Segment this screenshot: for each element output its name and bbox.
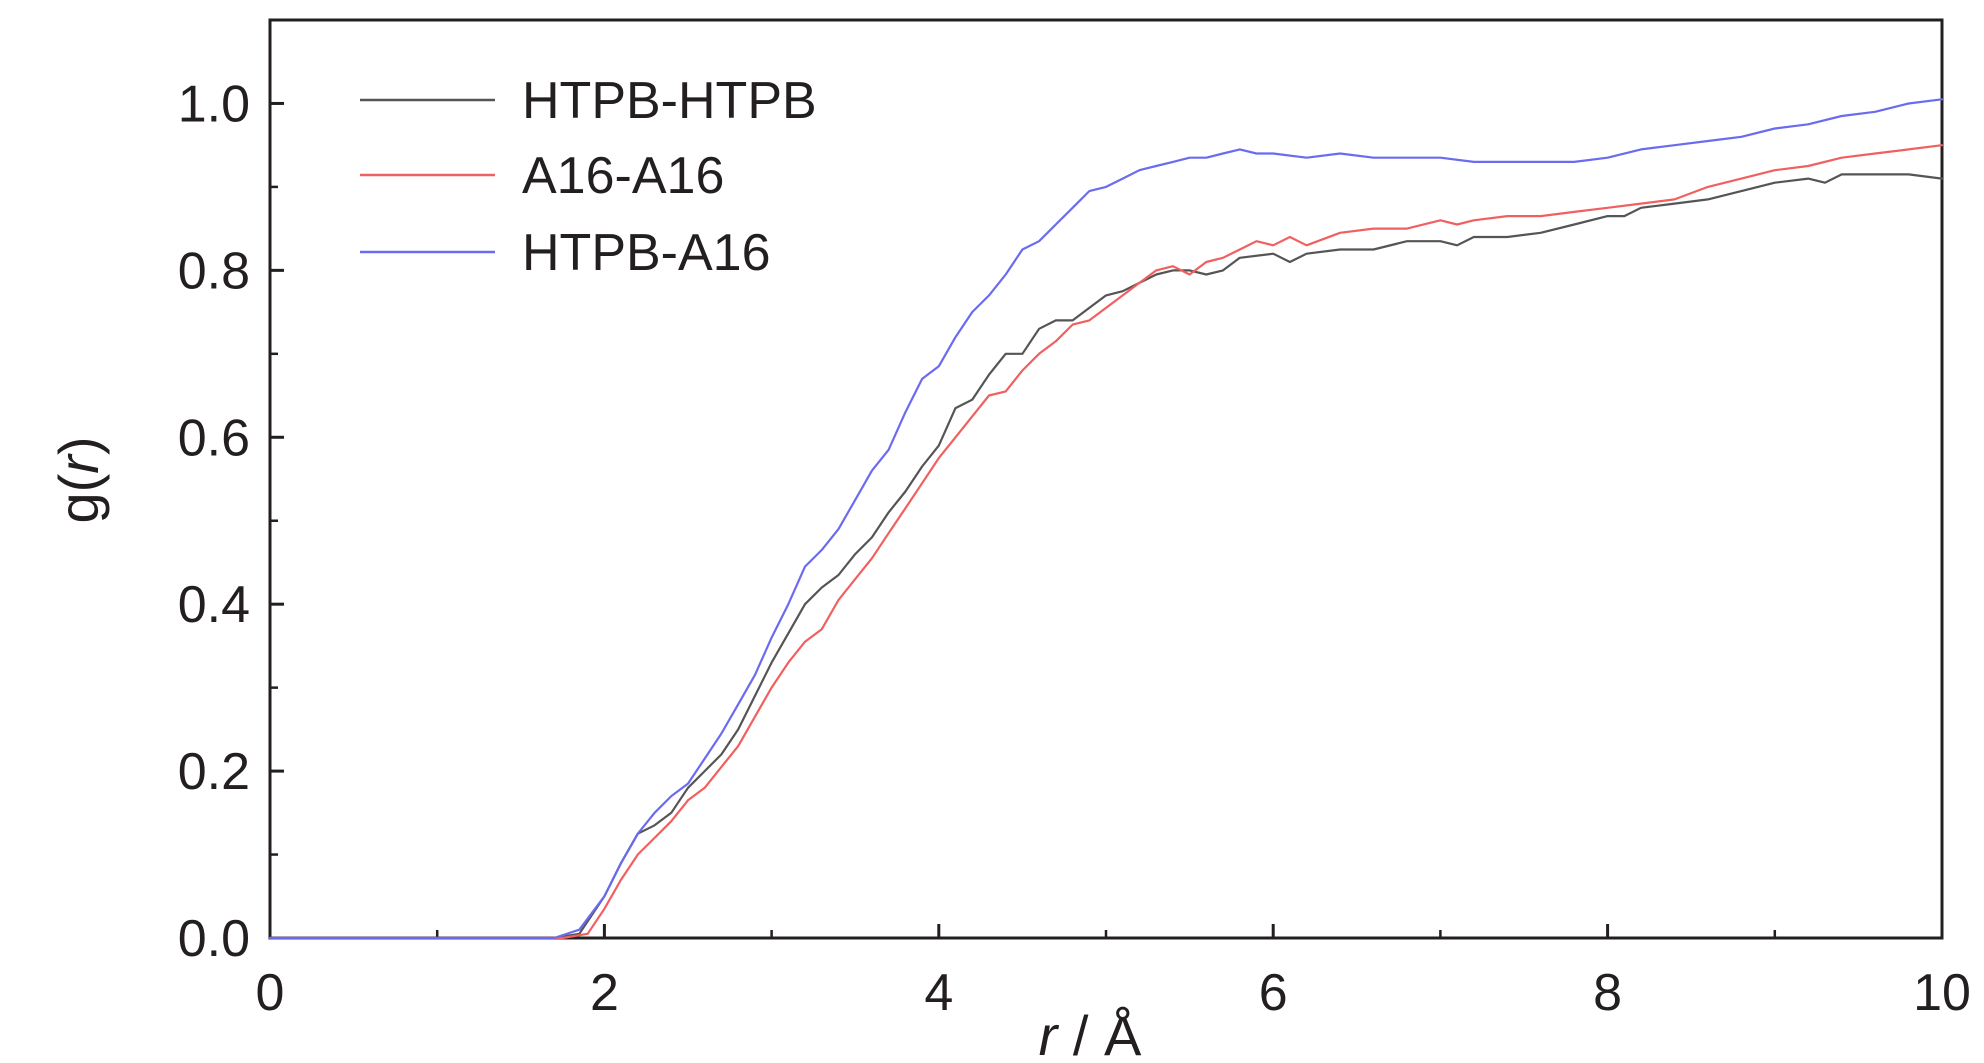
x-tick-label: 6: [1259, 964, 1288, 1022]
y-tick-label: 1.0: [178, 75, 250, 133]
y-tick-label: 0.6: [178, 409, 250, 467]
x-axis-ticks: [268, 924, 1944, 938]
y-tick-label: 0.2: [178, 743, 250, 801]
series-layer: [268, 98, 1944, 940]
x-tick-label: 10: [1913, 964, 1971, 1022]
x-axis-tick-labels: 0 2 4 6 8 10: [256, 964, 1971, 1022]
series-line-htpb-htpb: [268, 173, 1944, 940]
x-tick-label: 2: [590, 964, 619, 1022]
legend-label-a16-a16: A16-A16: [522, 147, 724, 205]
y-tick-label: 0.0: [178, 910, 250, 968]
series-line-htpb-a16: [268, 98, 1944, 940]
y-axis-label: g(r): [47, 436, 110, 523]
y-axis-ticks: [270, 18, 284, 940]
series-line-a16-a16: [268, 144, 1944, 940]
y-tick-label: 0.4: [178, 576, 250, 634]
x-tick-label: 4: [924, 964, 953, 1022]
x-tick-label: 8: [1593, 964, 1622, 1022]
x-axis-label: r / Å: [1039, 1004, 1142, 1063]
legend: HTPB-HTPB A16-A16 HTPB-A16: [360, 72, 817, 282]
y-axis-label-suffix: ): [47, 436, 110, 455]
y-tick-label: 0.8: [178, 242, 250, 300]
x-tick-label: 0: [256, 964, 285, 1022]
x-axis-label-variable: r: [1039, 1004, 1060, 1063]
legend-label-htpb-htpb: HTPB-HTPB: [522, 72, 817, 130]
y-axis-label-prefix: g(: [47, 473, 110, 523]
y-axis-label-variable: r: [47, 453, 110, 474]
x-axis-label-unit: / Å: [1057, 1004, 1142, 1063]
legend-label-htpb-a16: HTPB-A16: [522, 224, 771, 282]
plot-frame: [268, 18, 1944, 940]
plot-area-border: [268, 18, 1944, 940]
y-axis-tick-labels: 0.0 0.2 0.4 0.6 0.8 1.0: [178, 75, 250, 968]
